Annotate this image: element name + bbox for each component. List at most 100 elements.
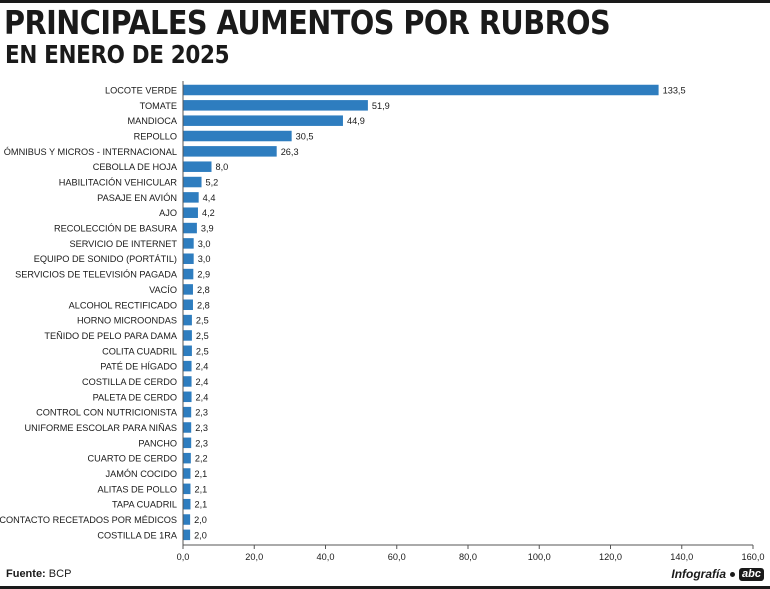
bar (183, 130, 292, 142)
source-value: BCP (48, 568, 72, 580)
bar (183, 330, 192, 341)
bar (183, 268, 194, 280)
value-label: 3,9 (201, 224, 214, 234)
category-label: PASAJE EN AVIÓN (97, 193, 177, 203)
category-label: SERVICIOS DE TELEVISIÓN PAGADA (15, 270, 178, 280)
bar (183, 238, 194, 249)
category-label: CEBOLLA DE HOJA (93, 162, 178, 172)
value-label: 2,3 (195, 423, 208, 433)
bar (183, 406, 192, 418)
value-label: 2,1 (194, 500, 207, 510)
value-label: 2,3 (195, 438, 208, 448)
value-label: 2,0 (194, 515, 207, 525)
bar (183, 422, 192, 433)
bar (183, 529, 191, 541)
category-label: EQUIPO DE SONIDO (PORTÁTIL) (34, 254, 177, 264)
category-label: ÓMNIBUS Y MICROS - INTERNACIONAL (4, 147, 177, 157)
x-tick-label: 20,0 (245, 552, 263, 562)
value-label: 8,0 (216, 162, 229, 172)
value-label: 30,5 (296, 132, 314, 142)
category-label: PATÉ DE HÍGADO (100, 362, 177, 372)
value-label: 2,9 (197, 270, 210, 280)
value-label: 2,8 (197, 285, 210, 295)
value-label: 2,5 (196, 316, 209, 326)
bar (183, 146, 277, 157)
value-label: 2,1 (194, 469, 207, 479)
value-label: 3,0 (198, 239, 211, 249)
value-label: 51,9 (372, 101, 390, 111)
category-label: AJO (159, 208, 177, 218)
bar (183, 161, 212, 172)
category-label: JAMÓN COCIDO (106, 469, 177, 479)
x-tick-label: 40,0 (317, 552, 335, 562)
category-label: PANCHO (138, 438, 177, 448)
value-label: 26,3 (281, 147, 299, 157)
value-label: 3,0 (198, 254, 211, 264)
value-label: 2,3 (195, 408, 208, 418)
bar (183, 253, 194, 264)
category-label: TEÑIDO DE PELO PARA DAMA (44, 331, 177, 341)
category-label: COLITA CUADRIL (102, 346, 177, 356)
value-label: 2,4 (196, 392, 209, 402)
x-tick-label: 80,0 (459, 552, 477, 562)
source-note: Fuente: BCP (6, 568, 71, 580)
category-label: ALITAS DE POLLO (98, 484, 177, 494)
bar (183, 437, 192, 449)
abc-logo: abc (739, 567, 764, 581)
bar (183, 115, 343, 126)
value-label: 2,8 (197, 300, 210, 310)
footer-rule (0, 586, 770, 589)
value-label: 4,2 (202, 208, 215, 218)
bar (183, 284, 193, 295)
category-label: COSTILLA DE CERDO (82, 377, 177, 387)
bar (183, 360, 192, 372)
category-label: SERVICIO DE INTERNET (69, 239, 177, 249)
top-rule (0, 0, 770, 3)
source-label: Fuente: (6, 568, 46, 580)
bar (183, 345, 192, 357)
value-label: 2,4 (196, 377, 209, 387)
x-tick-label: 0,0 (177, 552, 190, 562)
credit-text: Infografía (671, 567, 727, 581)
category-label: TOMATE (140, 101, 177, 111)
category-label: UNIFORME ESCOLAR PARA NIÑAS (25, 423, 177, 433)
separator-dot-icon (730, 571, 736, 577)
value-label: 44,9 (347, 116, 365, 126)
value-label: 2,2 (195, 454, 208, 464)
category-label: CONTROL CON NUTRICIONISTA (36, 408, 178, 418)
category-label: CUARTO DE CERDO (87, 454, 177, 464)
bar (183, 483, 191, 495)
value-label: 2,5 (196, 331, 209, 341)
chart-subtitle: EN ENERO DE 2025 (5, 40, 230, 69)
category-label: PALETA DE CERDO (93, 392, 177, 402)
bar (183, 299, 193, 311)
value-label: 4,4 (203, 193, 216, 203)
value-label: 5,2 (206, 178, 219, 188)
bar (183, 514, 191, 525)
bar (183, 498, 191, 510)
value-label: 2,4 (196, 362, 209, 372)
bar (183, 452, 191, 464)
bar (183, 176, 202, 188)
bar (183, 100, 368, 111)
category-label: HABILITACIÓN VEHICULAR (59, 178, 178, 188)
x-tick-label: 60,0 (388, 552, 406, 562)
value-label: 2,0 (194, 530, 207, 540)
category-label: LENTES DE CONTACTO RECETADOS POR MÉDICOS (0, 515, 177, 525)
category-label: LOCOTE VERDE (105, 86, 177, 96)
bar (183, 207, 198, 218)
bar (183, 391, 192, 403)
credit: Infografía abc (671, 567, 764, 581)
category-label: REPOLLO (134, 132, 177, 142)
bar (183, 314, 192, 326)
value-label: 2,5 (196, 346, 209, 356)
bar (183, 468, 191, 479)
category-label: HORNO MICROONDAS (77, 316, 177, 326)
x-tick-label: 160,0 (742, 552, 765, 562)
category-label: COSTILLA DE 1RA (97, 530, 178, 540)
x-tick-label: 100,0 (528, 552, 551, 562)
category-label: VACÍO (149, 285, 177, 295)
bar (183, 222, 197, 234)
bar (183, 376, 192, 387)
